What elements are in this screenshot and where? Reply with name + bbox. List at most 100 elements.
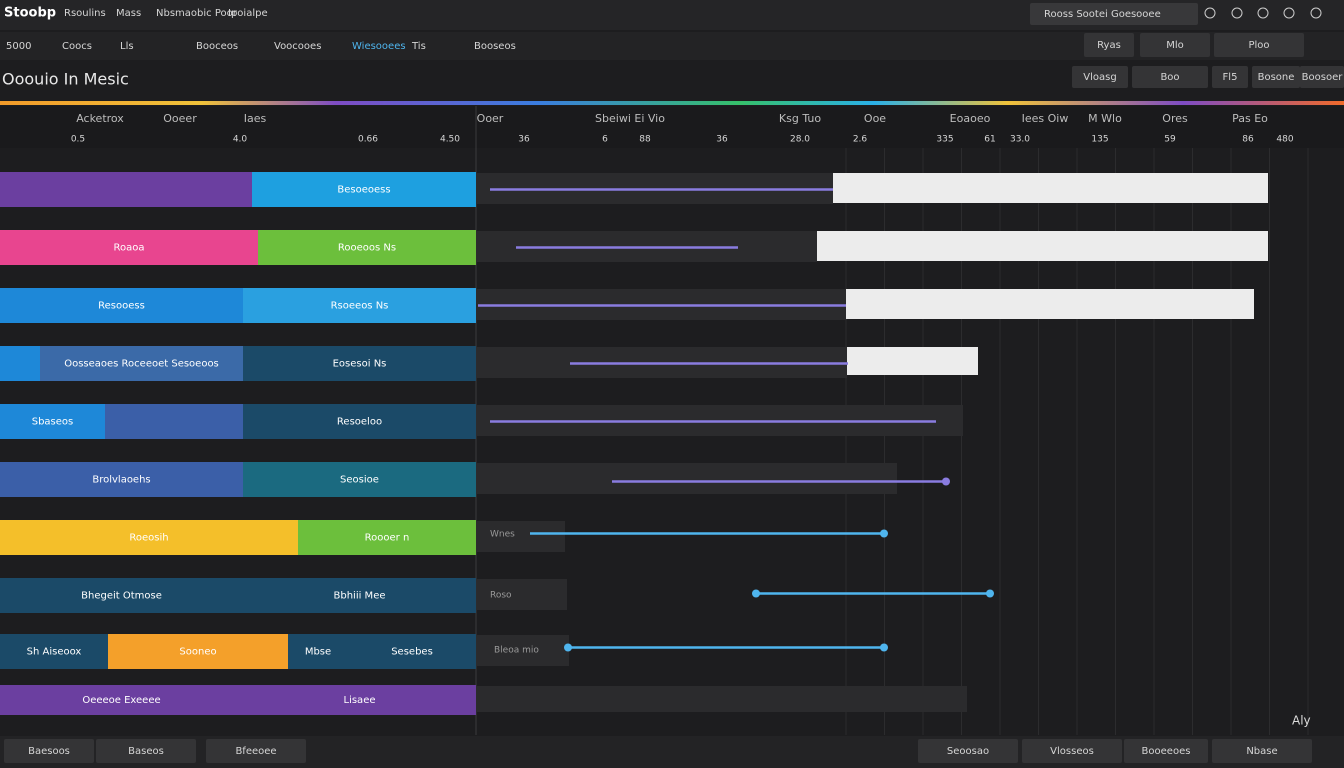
track-label: Oosseaoes Roceeoet Sesoeoos (64, 359, 219, 370)
track-segment[interactable] (258, 230, 476, 265)
icon[interactable] (1231, 7, 1243, 19)
track-segment[interactable] (105, 404, 243, 439)
tool-item[interactable]: Booseos (474, 41, 516, 52)
automation-point[interactable] (986, 589, 994, 598)
clip-region[interactable] (477, 463, 897, 494)
bottom-button-bg[interactable] (96, 739, 196, 763)
track-segment[interactable] (0, 685, 243, 715)
track-segment[interactable] (243, 346, 476, 381)
menu-item[interactable]: Ipoialpe (228, 8, 268, 19)
menu-item[interactable]: Nbsmaobic Poor (156, 8, 238, 19)
icon[interactable] (1283, 7, 1295, 19)
clip[interactable] (847, 347, 978, 375)
bottom-button[interactable]: Nbase (1246, 746, 1277, 757)
search-box[interactable] (1030, 3, 1198, 25)
bottom-button[interactable]: Baseos (128, 746, 164, 757)
subtool-button[interactable]: Fl5 (1223, 72, 1238, 83)
menu-item[interactable]: Mass (116, 8, 141, 19)
column-label: Ooer (477, 112, 504, 125)
toolbar-button-bg[interactable] (1140, 33, 1210, 57)
track-segment[interactable] (0, 230, 258, 265)
subtool-button-bg[interactable] (1300, 66, 1344, 88)
clip-region[interactable] (477, 521, 565, 552)
toolbar-button[interactable]: Ploo (1248, 40, 1269, 51)
track-segment[interactable] (298, 520, 476, 555)
track-segment[interactable] (0, 346, 40, 381)
bottom-button[interactable]: Vlosseos (1050, 746, 1094, 757)
clip[interactable] (846, 289, 1254, 319)
tool-item[interactable]: Lls (120, 41, 134, 52)
tool-item[interactable]: Tis (411, 41, 426, 52)
track-label: Sesebes (391, 647, 433, 658)
tool-item[interactable]: Coocs (62, 41, 92, 52)
bottom-button-bg[interactable] (1212, 739, 1312, 763)
subtool-button[interactable]: Boo (1160, 72, 1179, 83)
track-label: Lisaee (344, 695, 376, 706)
clip-region[interactable] (477, 579, 567, 610)
track-segment[interactable] (252, 172, 476, 207)
automation-point[interactable] (880, 529, 888, 538)
clip[interactable] (817, 231, 1268, 261)
automation-point[interactable] (880, 643, 888, 652)
bottom-button[interactable]: Seoosao (947, 746, 989, 757)
corner-label[interactable]: Aly (1292, 714, 1311, 728)
track-segment[interactable] (288, 634, 348, 669)
subtool-button-bg[interactable] (1252, 66, 1300, 88)
subtool-button-bg[interactable] (1072, 66, 1128, 88)
search-text[interactable]: Rooss Sootei Goesooee (1044, 9, 1161, 20)
column-sublabel: 335 (936, 135, 953, 145)
subtool-button[interactable]: Vloasg (1083, 72, 1116, 83)
bottom-button-bg[interactable] (4, 739, 94, 763)
icon[interactable] (1204, 7, 1216, 19)
track-segment[interactable] (0, 172, 252, 207)
column-label: Sbeiwi Ei Vio (595, 112, 665, 125)
subtool-button[interactable]: Boosoer (1302, 72, 1344, 83)
clip-region[interactable] (477, 686, 967, 712)
bottom-button[interactable]: Booeeoes (1142, 746, 1191, 757)
clip[interactable] (833, 173, 1268, 203)
bottom-button[interactable]: Bfeeoee (235, 746, 276, 757)
track-segment[interactable] (243, 404, 476, 439)
bottom-button-bg[interactable] (918, 739, 1018, 763)
subtool-button-bg[interactable] (1132, 66, 1208, 88)
track-segment[interactable] (0, 578, 243, 613)
track-segment[interactable] (243, 578, 476, 613)
toolbar-button-bg[interactable] (1214, 33, 1304, 57)
track-segment[interactable] (40, 346, 243, 381)
bottom-button-bg[interactable] (1022, 739, 1122, 763)
automation-point[interactable] (752, 589, 760, 598)
tool-item[interactable]: Voocooes (274, 41, 321, 52)
track-label: Seosioe (340, 475, 379, 486)
tool-item[interactable]: 5000 (6, 41, 31, 52)
icon[interactable] (1310, 7, 1322, 19)
track-segment[interactable] (243, 685, 476, 715)
toolbar-button[interactable]: Mlo (1166, 40, 1184, 51)
automation-point[interactable] (942, 477, 950, 486)
track-segment[interactable] (348, 634, 476, 669)
track-segment[interactable] (243, 462, 476, 497)
column-sublabel: 0.5 (71, 135, 85, 145)
track-segment[interactable] (0, 462, 243, 497)
track-segment[interactable] (243, 288, 476, 323)
toolbar-button-bg[interactable] (1084, 33, 1134, 57)
track-label: Sooneo (179, 647, 216, 658)
menu-item[interactable]: Rsoulins (64, 8, 106, 19)
subtool-button-bg[interactable] (1212, 66, 1248, 88)
bottom-button-bg[interactable] (206, 739, 306, 763)
icon[interactable] (1257, 7, 1269, 19)
clip-region[interactable] (477, 635, 569, 666)
track-segment[interactable] (0, 520, 298, 555)
bottom-button-bg[interactable] (1124, 739, 1208, 763)
tool-item[interactable]: Booceos (196, 41, 238, 52)
track-segment[interactable] (0, 288, 243, 323)
track-label: Resoeloo (337, 417, 382, 428)
automation-point[interactable] (564, 643, 572, 652)
subtool-button[interactable]: Bosone (1258, 72, 1295, 83)
track-segment[interactable] (0, 634, 108, 669)
toolbar-button[interactable]: Ryas (1097, 40, 1121, 51)
track-segment[interactable] (0, 404, 105, 439)
track-segment[interactable] (108, 634, 288, 669)
tool-item[interactable]: Wiesooees (352, 41, 406, 52)
bottom-button[interactable]: Baesoos (28, 746, 70, 757)
